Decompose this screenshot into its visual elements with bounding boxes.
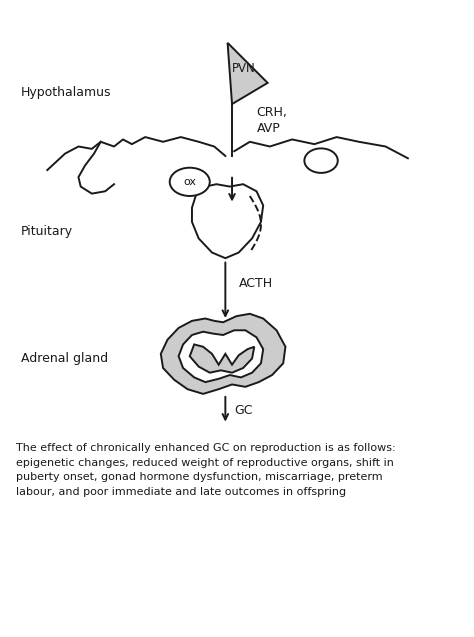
Polygon shape xyxy=(228,43,268,104)
Polygon shape xyxy=(179,330,263,382)
Polygon shape xyxy=(161,314,285,394)
Ellipse shape xyxy=(170,168,210,196)
Text: Pituitary: Pituitary xyxy=(20,225,73,238)
Ellipse shape xyxy=(304,148,338,173)
Polygon shape xyxy=(192,184,263,258)
Text: CRH,
AVP: CRH, AVP xyxy=(256,106,287,135)
Polygon shape xyxy=(190,345,254,373)
Text: Adrenal gland: Adrenal gland xyxy=(20,352,108,365)
Text: ACTH: ACTH xyxy=(239,276,273,290)
Text: Hypothalamus: Hypothalamus xyxy=(20,86,111,99)
Text: PVN: PVN xyxy=(232,62,256,75)
Text: GC: GC xyxy=(234,404,253,417)
Text: ox: ox xyxy=(183,177,196,187)
Text: The effect of chronically enhanced GC on reproduction is as follows:
epigenetic : The effect of chronically enhanced GC on… xyxy=(16,443,396,497)
